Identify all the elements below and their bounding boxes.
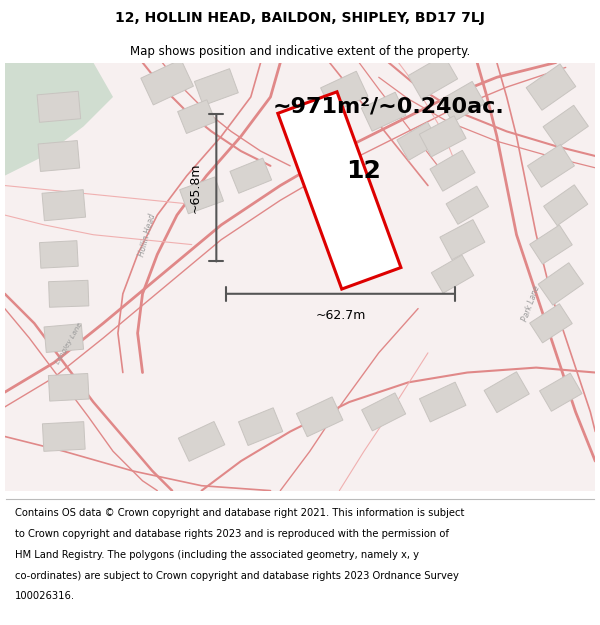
Bar: [539, 373, 582, 411]
Text: ~65.8m: ~65.8m: [188, 162, 201, 213]
Text: co-ordinates) are subject to Crown copyright and database rights 2023 Ordnance S: co-ordinates) are subject to Crown copyr…: [15, 571, 459, 581]
Bar: [42, 189, 86, 221]
Bar: [361, 92, 406, 131]
Bar: [37, 91, 80, 123]
Bar: [446, 186, 488, 224]
Bar: [178, 421, 225, 461]
Text: ~62.7m: ~62.7m: [315, 309, 365, 322]
Text: Park Lane: Park Lane: [521, 284, 542, 323]
Bar: [538, 262, 583, 305]
Bar: [43, 422, 85, 451]
Bar: [419, 116, 466, 157]
Polygon shape: [5, 62, 113, 176]
Bar: [288, 127, 332, 164]
Bar: [544, 185, 588, 226]
Bar: [543, 105, 589, 148]
Bar: [49, 280, 89, 308]
Bar: [141, 59, 193, 105]
Text: HM Land Registry. The polygons (including the associated geometry, namely x, y: HM Land Registry. The polygons (includin…: [15, 550, 419, 560]
Bar: [530, 304, 572, 343]
Text: Contains OS data © Crown copyright and database right 2021. This information is : Contains OS data © Crown copyright and d…: [15, 508, 464, 518]
Bar: [484, 372, 529, 413]
Bar: [239, 408, 283, 446]
Bar: [49, 374, 89, 401]
Bar: [419, 382, 466, 422]
Bar: [44, 324, 83, 352]
Bar: [194, 69, 238, 106]
Bar: [440, 219, 485, 260]
Bar: [397, 122, 439, 161]
Text: to Crown copyright and database rights 2023 and is reproduced with the permissio: to Crown copyright and database rights 2…: [15, 529, 449, 539]
Text: 12: 12: [347, 159, 382, 182]
Bar: [38, 141, 80, 171]
Bar: [40, 241, 78, 268]
Bar: [526, 64, 576, 110]
Bar: [430, 151, 475, 191]
Text: Map shows position and indicative extent of the property.: Map shows position and indicative extent…: [130, 45, 470, 58]
Text: 12, HOLLIN HEAD, BAILDON, SHIPLEY, BD17 7LJ: 12, HOLLIN HEAD, BAILDON, SHIPLEY, BD17 …: [115, 11, 485, 26]
Text: Hollin Head: Hollin Head: [137, 213, 157, 257]
Text: ~971m²/~0.240ac.: ~971m²/~0.240ac.: [273, 97, 505, 117]
Bar: [408, 55, 458, 99]
Polygon shape: [278, 92, 401, 289]
Bar: [530, 225, 572, 264]
Bar: [320, 71, 368, 113]
Bar: [527, 144, 574, 188]
Text: 100026316.: 100026316.: [15, 591, 75, 601]
Bar: [179, 177, 224, 214]
Bar: [230, 158, 272, 193]
Bar: [296, 397, 343, 437]
Bar: [440, 81, 485, 122]
Text: Langley Lane: Langley Lane: [55, 321, 83, 364]
Bar: [431, 255, 474, 293]
Bar: [362, 393, 406, 431]
Bar: [178, 100, 215, 134]
